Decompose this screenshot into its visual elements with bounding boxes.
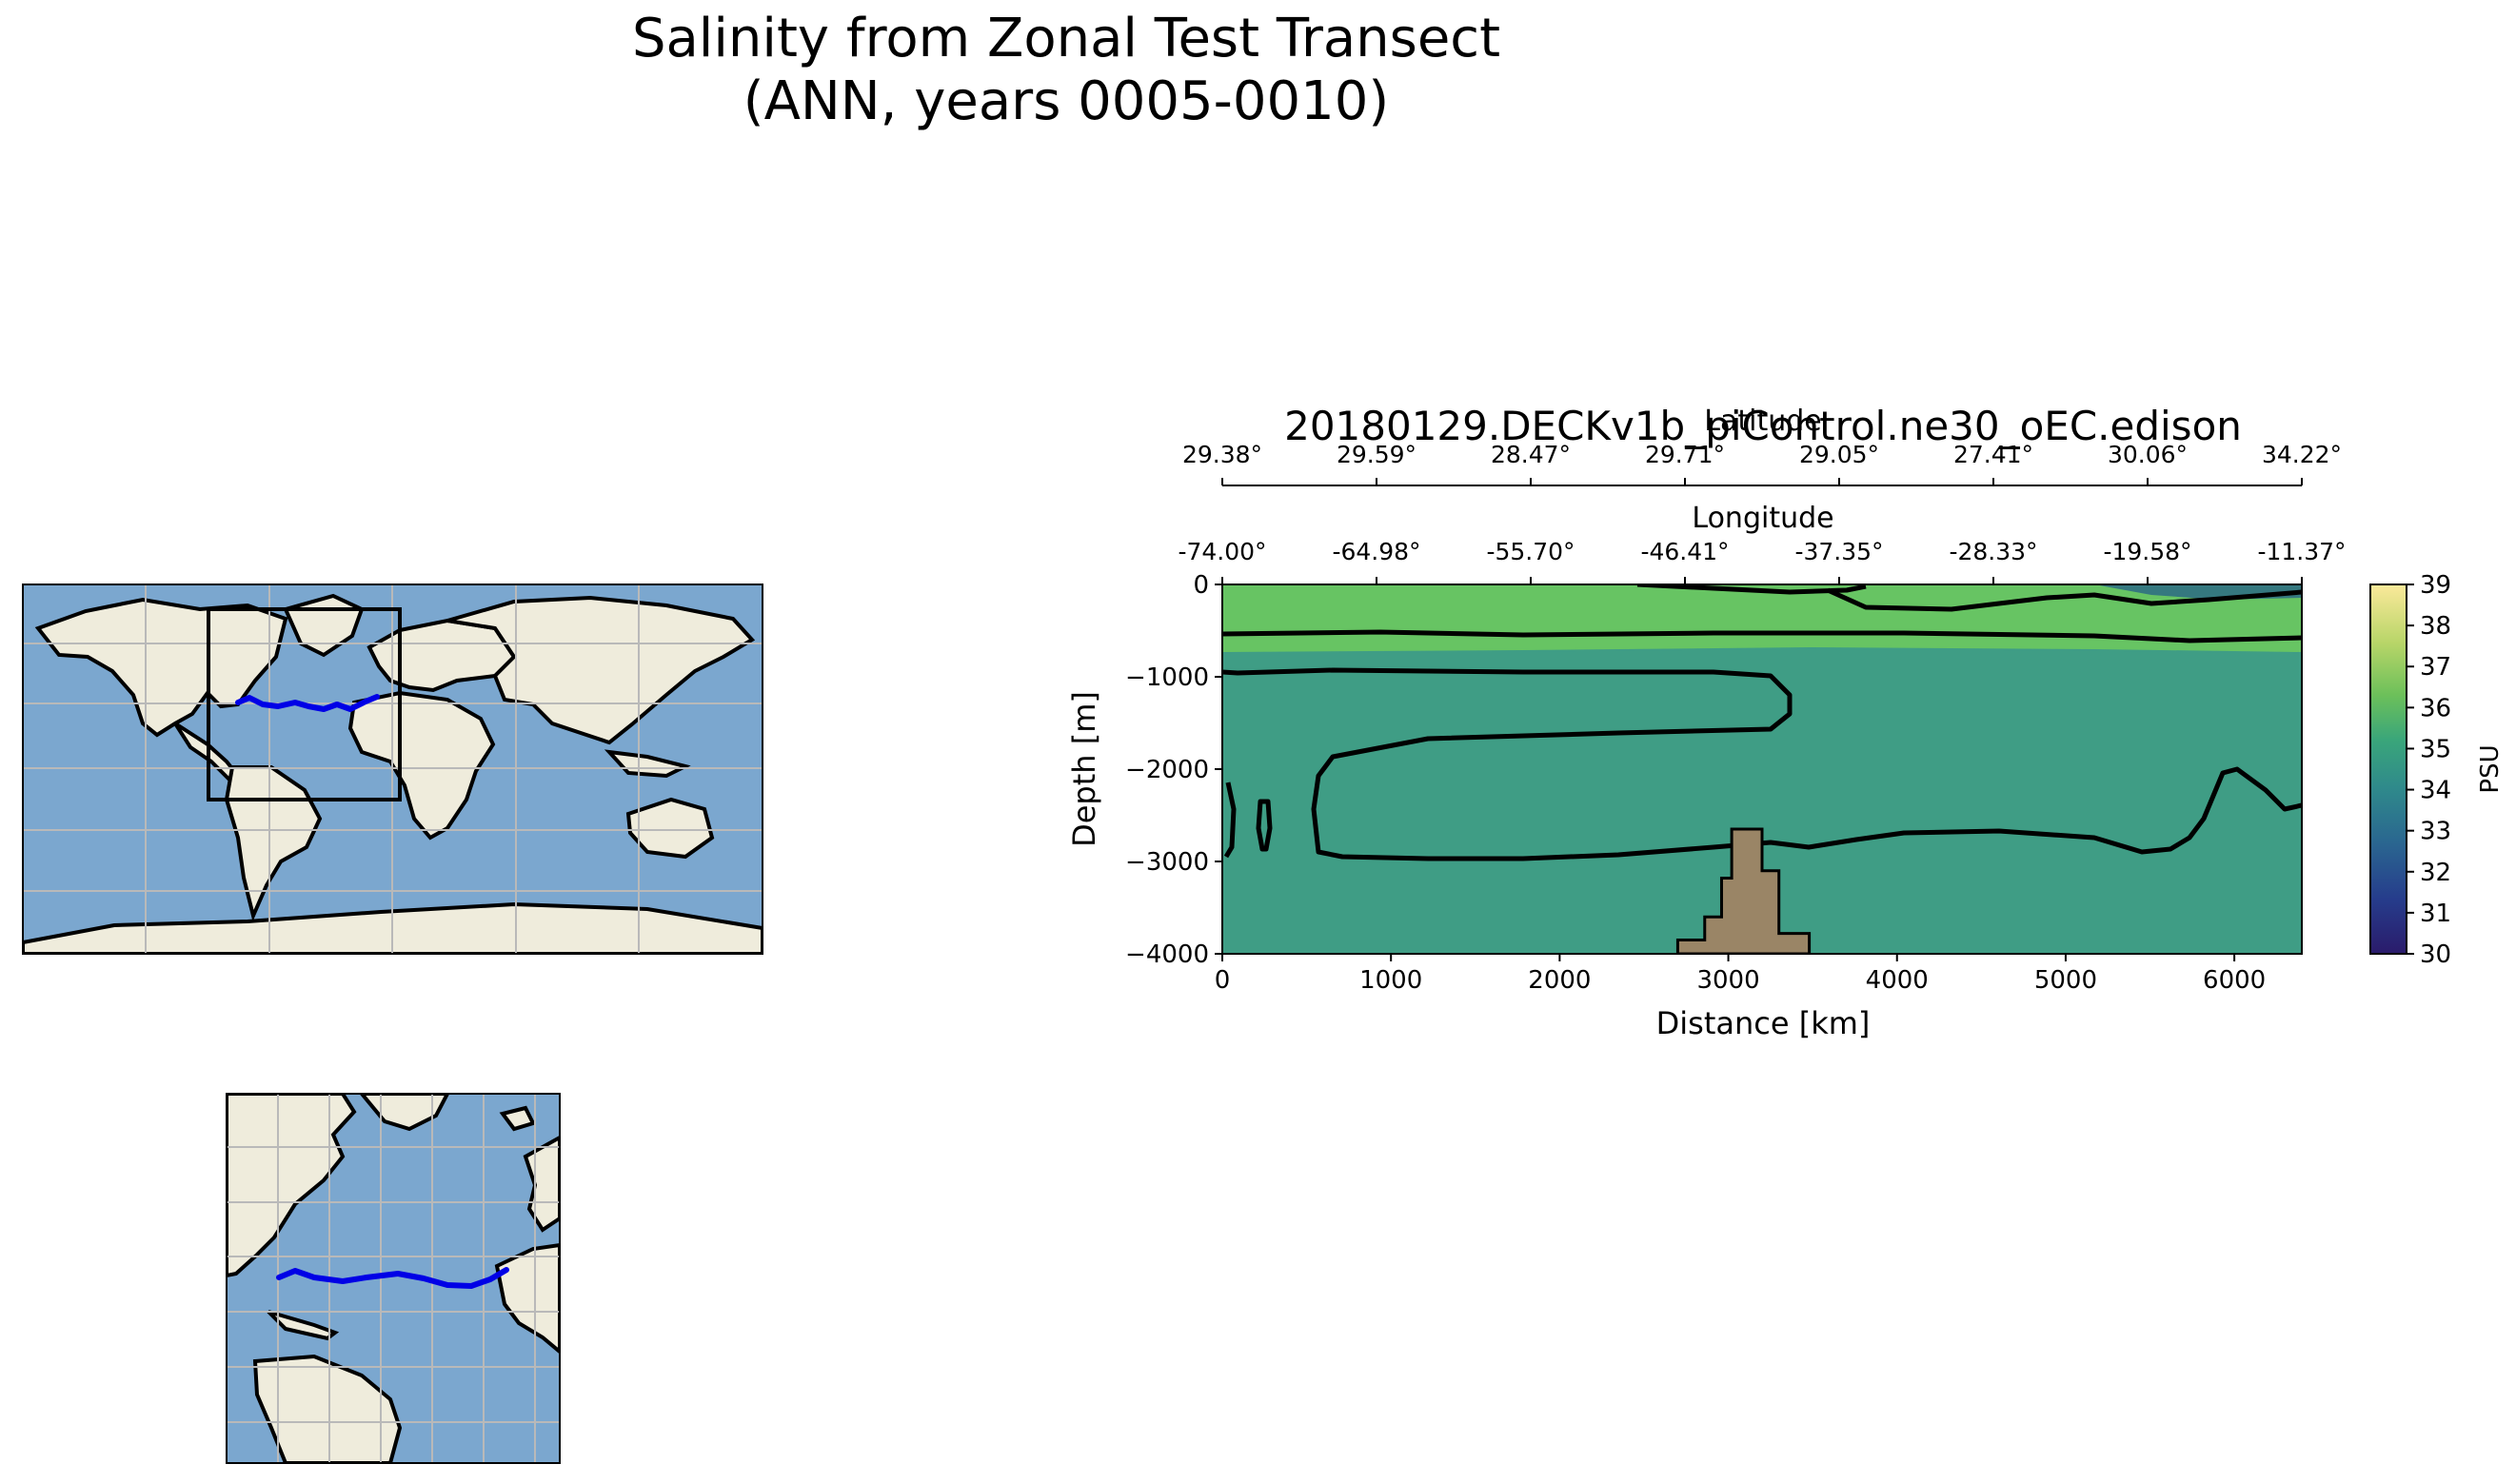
y-tick-label: −4000	[1125, 940, 1209, 969]
y-tick-label: −2000	[1125, 756, 1209, 784]
longitude-tick-label: -37.35°	[1794, 538, 1883, 565]
regional-map-transect	[276, 1267, 509, 1289]
colorbar-tick-label: 34	[2420, 777, 2451, 805]
latitude-tick-label: 29.71°	[1645, 441, 1725, 468]
longitude-tick-label: -11.37°	[2257, 538, 2346, 565]
x-tick-label: 1000	[1359, 966, 1422, 995]
y-tick-label: −3000	[1125, 848, 1209, 877]
colorbar-tick-label: 38	[2420, 612, 2451, 641]
global-map-transect	[235, 694, 380, 712]
colorbar-tick-label: 36	[2420, 694, 2451, 722]
land-africa	[347, 690, 496, 841]
x-tick-label: 0	[1215, 966, 1231, 995]
longitude-tick-label: -74.00°	[1178, 538, 1266, 565]
contour-line	[1256, 799, 1273, 852]
y-tick-label: 0	[1193, 571, 1209, 600]
contour-line	[1222, 667, 2302, 861]
regional-land-iceland	[499, 1105, 536, 1132]
latitude-tick-label: 27.41°	[1953, 441, 2033, 468]
x-axis-label: Distance [km]	[1656, 1005, 1871, 1041]
colorbar-tick-label: 31	[2420, 900, 2451, 928]
latitude-tick-label: 29.59°	[1337, 441, 1416, 468]
contour-lines	[1222, 584, 2302, 861]
latitude-tick-label: 29.38°	[1182, 441, 1262, 468]
x-tick-label: 6000	[2203, 966, 2266, 995]
land-europe	[367, 618, 517, 693]
land-australia	[625, 797, 715, 860]
regional-map-land	[227, 1094, 560, 1463]
bathymetry	[1675, 827, 1812, 954]
latitude-axis-label: Latitude	[1704, 405, 1821, 438]
y-axis-ticks: 0 −1000 −2000 −3000 −4000	[1125, 571, 1222, 969]
colorbar-tick-label: 30	[2420, 940, 2451, 969]
colorbar-tick-label: 33	[2420, 818, 2451, 846]
colorbar: 30 31 32 33 34 35 36 37 38 39 PSU	[2369, 571, 2505, 969]
colorbar-ticks: 30 31 32 33 34 35 36 37 38 39	[2407, 571, 2451, 969]
x-tick-label: 3000	[1696, 966, 1759, 995]
longitude-axis-ticks: -74.00° -64.98° -55.70° -46.41° -37.35° -28.3…	[1178, 538, 2347, 584]
colorbar-gradient	[2369, 584, 2407, 955]
colorbar-label: PSU	[2476, 744, 2505, 793]
x-axis-ticks: 0 1000 2000 3000 4000 5000 6000	[1215, 954, 2266, 995]
salinity-field	[1222, 584, 2302, 954]
longitude-tick-label: -55.70°	[1486, 538, 1575, 565]
colorbar-tick-label: 37	[2420, 653, 2451, 682]
global-map	[23, 584, 763, 954]
x-tick-label: 2000	[1528, 966, 1591, 995]
figure-title-line-1: Salinity from Zonal Test Transect	[631, 8, 1501, 69]
y-axis-label: Depth [m]	[1066, 691, 1102, 847]
regional-land-africa	[494, 1242, 560, 1355]
latitude-tick-label: 28.47°	[1491, 441, 1571, 468]
latitude-tick-label: 29.05°	[1799, 441, 1879, 468]
x-tick-label: 5000	[2034, 966, 2097, 995]
latitude-axis-ticks: 29.38° 29.59° 28.47° 29.71° 29.05° 27.41° 30.0…	[1182, 441, 2342, 485]
land-asia	[446, 595, 756, 745]
colorbar-tick-label: 32	[2420, 859, 2451, 887]
figure-title-line-2: (ANN, years 0005-0010)	[743, 70, 1390, 132]
colorbar-tick-label: 39	[2420, 571, 2451, 600]
colorbar-tick-label: 35	[2420, 735, 2451, 763]
global-map-frame	[22, 584, 763, 955]
longitude-tick-label: -64.98°	[1332, 538, 1420, 565]
y-tick-label: −1000	[1125, 663, 1209, 692]
land-southeast-asia	[604, 749, 691, 779]
upper-water-fill	[1222, 584, 2302, 652]
longitude-tick-label: -28.33°	[1949, 538, 2037, 565]
figure-title: Salinity from Zonal Test Transect (ANN, …	[0, 8, 2132, 133]
regional-map-frame	[226, 1093, 561, 1464]
regional-map	[227, 1094, 560, 1463]
regional-land-caribbean	[267, 1310, 340, 1341]
contour-line	[1223, 782, 1237, 859]
plot-title: 20180129.DECKv1b_piControl.ne30_oEC.edis…	[1284, 403, 2242, 449]
contour-line	[1636, 584, 1867, 595]
transect-plot: 20180129.DECKv1b_piControl.ne30_oEC.edis…	[1066, 403, 2347, 1041]
longitude-axis-label: Longitude	[1692, 502, 1833, 535]
global-map-graticule	[23, 584, 763, 954]
latitude-tick-label: 30.06°	[2108, 441, 2188, 468]
global-map-region-box	[207, 607, 402, 801]
land-south-america	[224, 765, 323, 922]
longitude-tick-label: -19.58°	[2103, 538, 2191, 565]
x-tick-label: 4000	[1866, 966, 1929, 995]
contour-line	[1826, 587, 2302, 612]
latitude-tick-label: 34.22°	[2262, 441, 2342, 468]
regional-land-north-america	[227, 1094, 357, 1278]
contour-line	[1222, 629, 2302, 643]
longitude-tick-label: -46.41°	[1640, 538, 1729, 565]
